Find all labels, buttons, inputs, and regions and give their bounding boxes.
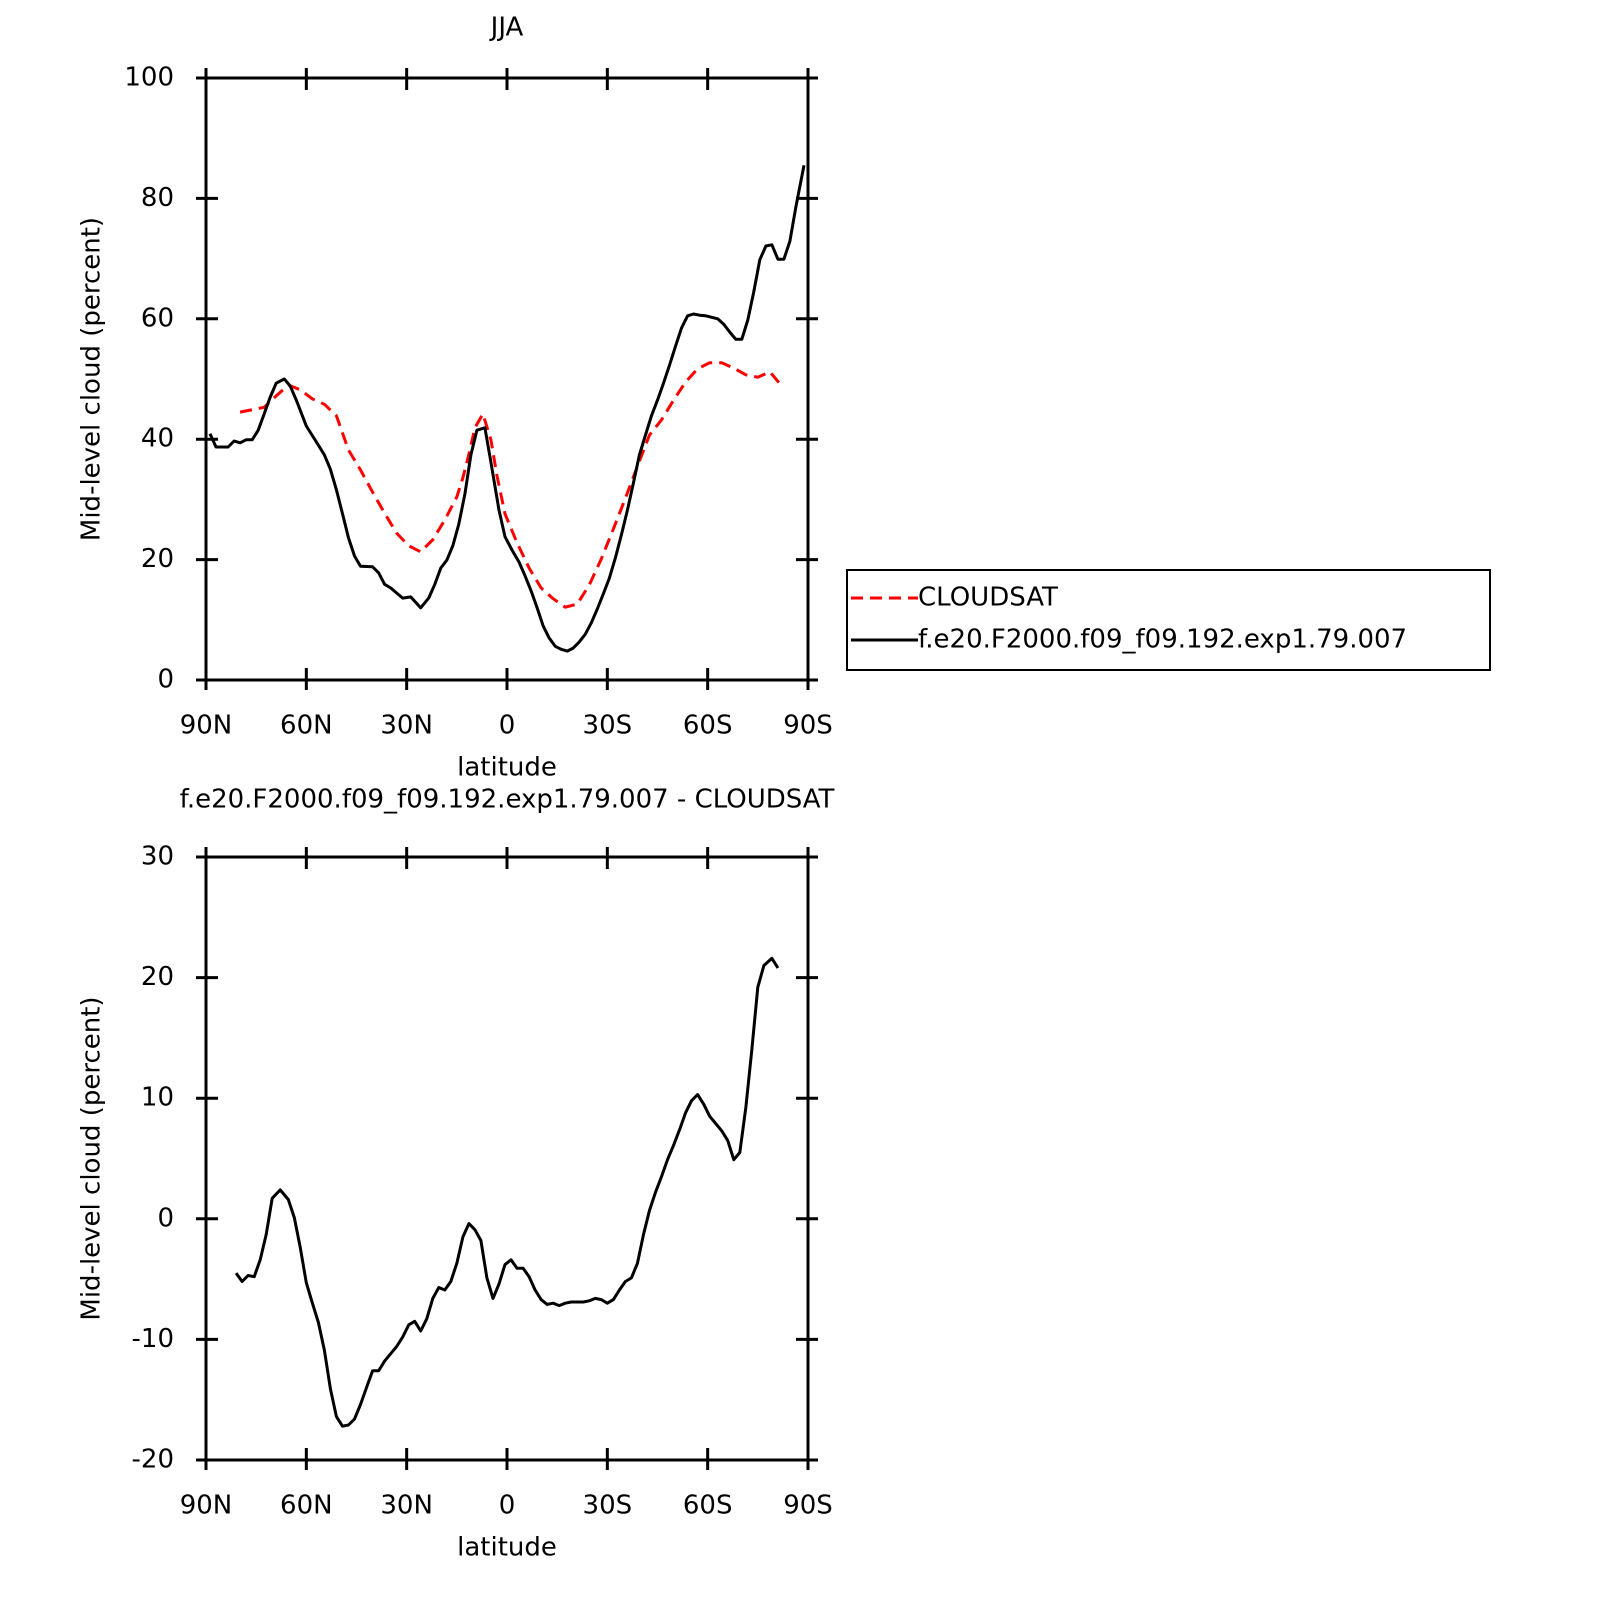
chart-title: f.e20.F2000.f09_f09.192.exp1.79.007 - CL…	[180, 785, 835, 815]
legend-label: CLOUDSAT	[918, 583, 1058, 613]
x-axis-label: latitude	[457, 753, 557, 783]
x-tick-label: 90N	[180, 711, 233, 741]
x-tick-label: 30S	[583, 711, 633, 741]
y-tick-label: 40	[141, 424, 174, 454]
y-tick-label: -20	[132, 1445, 174, 1475]
legend-box	[846, 569, 1491, 671]
x-tick-label: 60N	[280, 1491, 333, 1521]
data-line	[239, 361, 784, 609]
x-tick-label: 90N	[180, 1491, 233, 1521]
y-tick-label: 80	[141, 183, 174, 213]
y-tick-label: 30	[141, 842, 174, 872]
y-tick-label: -10	[132, 1324, 174, 1354]
data-line	[208, 165, 806, 653]
y-tick-label: 20	[141, 544, 174, 574]
x-tick-label: 0	[499, 1491, 516, 1521]
y-axis-label: Mid-level cloud (percent)	[77, 996, 107, 1320]
x-tick-label: 30N	[380, 711, 433, 741]
x-tick-label: 60N	[280, 711, 333, 741]
x-tick-label: 60S	[683, 1491, 733, 1521]
y-tick-label: 10	[141, 1083, 174, 1113]
x-tick-label: 60S	[683, 711, 733, 741]
x-axis-label: latitude	[457, 1533, 557, 1563]
plot-frame	[204, 76, 810, 682]
data-line	[234, 956, 780, 1428]
x-tick-label: 30N	[380, 1491, 433, 1521]
y-tick-label: 0	[157, 665, 174, 695]
x-tick-label: 30S	[583, 1491, 633, 1521]
y-tick-label: 0	[157, 1203, 174, 1233]
y-tick-label: 100	[124, 63, 174, 93]
chart-title: JJA	[489, 13, 524, 43]
legend-label: f.e20.F2000.f09_f09.192.exp1.79.007	[918, 625, 1407, 655]
y-tick-label: 20	[141, 962, 174, 992]
plot-frame	[204, 855, 810, 1462]
x-tick-label: 90S	[783, 1491, 833, 1521]
x-tick-label: 90S	[783, 711, 833, 741]
x-tick-label: 0	[499, 711, 516, 741]
y-tick-label: 60	[141, 303, 174, 333]
y-axis-label: Mid-level cloud (percent)	[77, 217, 107, 541]
